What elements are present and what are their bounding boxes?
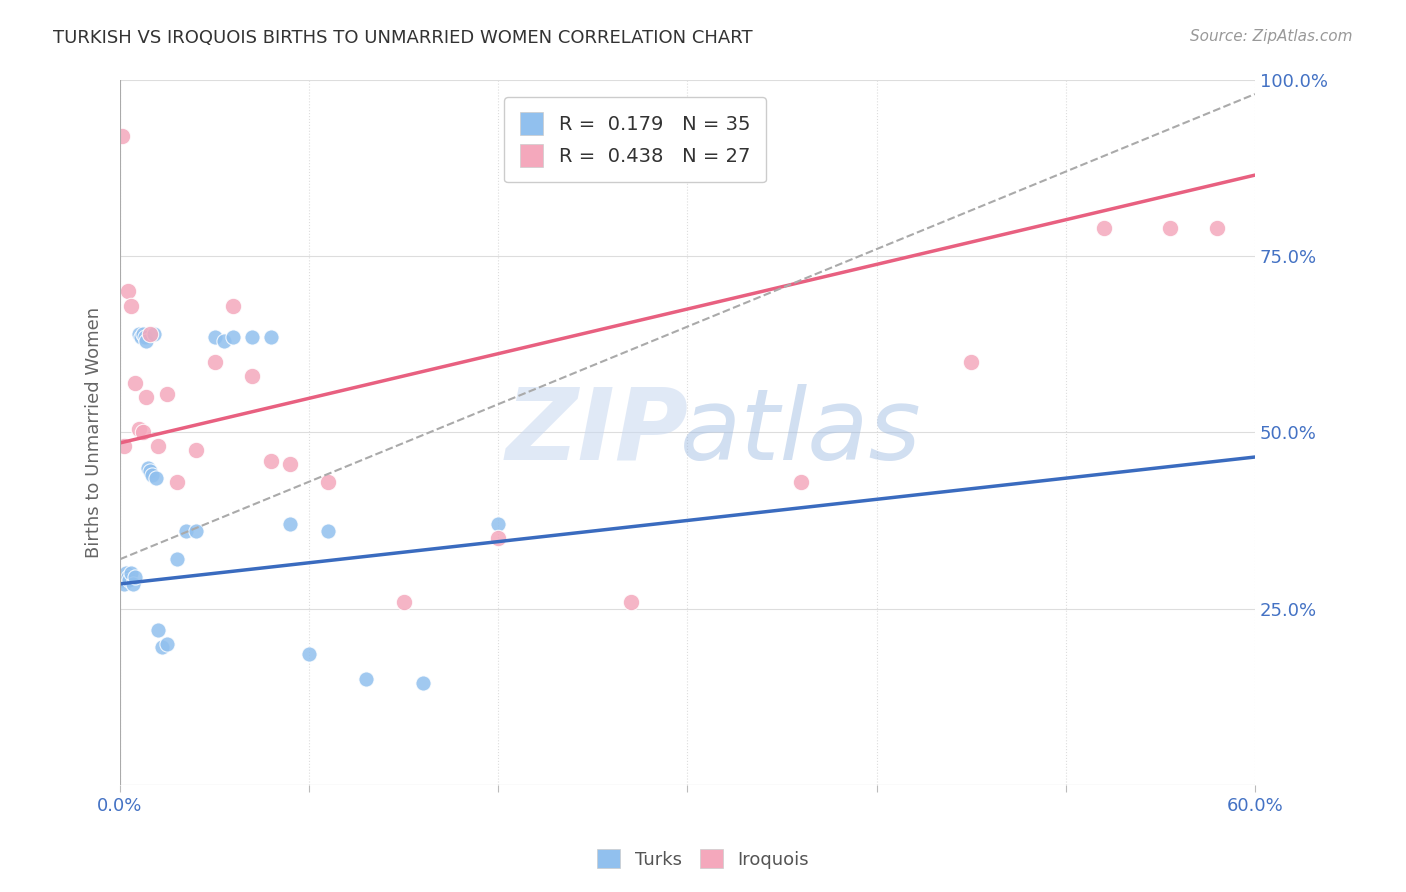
Point (354, 672, 377, 686)
Point (486, 516, 509, 531)
Point (117, 570, 139, 584)
Point (145, 471, 167, 485)
Point (138, 460, 160, 475)
Point (620, 594, 643, 608)
Point (129, 330, 152, 344)
Point (124, 376, 146, 390)
Point (222, 298, 245, 312)
Point (184, 442, 207, 457)
Point (174, 524, 197, 538)
Point (212, 334, 235, 348)
Point (111, 129, 134, 144)
Point (1206, 221, 1229, 235)
Point (316, 475, 339, 489)
Point (166, 552, 188, 566)
Point (117, 285, 139, 299)
Point (118, 574, 141, 588)
Point (240, 330, 263, 344)
Text: TURKISH VS IROQUOIS BIRTHS TO UNMARRIED WOMEN CORRELATION CHART: TURKISH VS IROQUOIS BIRTHS TO UNMARRIED … (53, 29, 754, 46)
Point (111, 574, 134, 588)
Point (184, 524, 207, 538)
Point (278, 457, 301, 471)
Point (316, 524, 339, 538)
Text: atlas: atlas (681, 384, 922, 481)
Text: Source: ZipAtlas.com: Source: ZipAtlas.com (1189, 29, 1353, 44)
Point (128, 422, 150, 436)
Point (146, 440, 169, 454)
Point (790, 475, 813, 489)
Point (131, 326, 153, 341)
Point (141, 467, 163, 482)
Point (222, 330, 245, 344)
Point (260, 330, 283, 344)
Legend: Turks, Iroquois: Turks, Iroquois (589, 842, 817, 876)
Point (139, 464, 162, 478)
Point (204, 355, 226, 369)
Point (240, 369, 263, 384)
Point (135, 390, 157, 404)
Legend: R =  0.179   N = 35, R =  0.438   N = 27: R = 0.179 N = 35, R = 0.438 N = 27 (505, 96, 766, 183)
Point (260, 453, 283, 467)
Point (112, 577, 135, 591)
Point (412, 675, 434, 690)
Point (204, 330, 226, 344)
Point (128, 326, 150, 341)
Point (139, 326, 162, 341)
Point (156, 386, 179, 401)
Point (156, 637, 179, 651)
Point (960, 355, 983, 369)
Point (120, 298, 142, 312)
Point (124, 570, 146, 584)
Point (120, 566, 142, 581)
Point (114, 566, 136, 581)
Point (298, 648, 321, 662)
Point (112, 440, 135, 454)
Point (278, 516, 301, 531)
Point (146, 623, 169, 637)
Point (135, 334, 157, 348)
Y-axis label: Births to Unmarried Women: Births to Unmarried Women (86, 307, 103, 558)
Text: ZIP: ZIP (505, 384, 688, 481)
Point (122, 577, 145, 591)
Point (486, 531, 509, 545)
Point (134, 330, 156, 344)
Point (166, 475, 188, 489)
Point (1159, 221, 1181, 235)
Point (1092, 221, 1115, 235)
Point (392, 594, 415, 608)
Point (150, 640, 173, 655)
Point (143, 326, 166, 341)
Point (131, 425, 153, 440)
